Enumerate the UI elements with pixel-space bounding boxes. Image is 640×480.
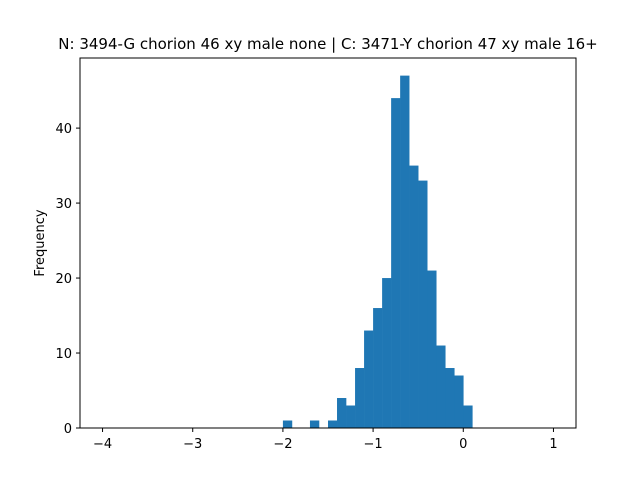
y-axis-label: Frequency: [33, 209, 48, 276]
histogram-bar: [355, 368, 365, 428]
histogram-bar: [337, 398, 347, 428]
histogram-bar: [328, 420, 338, 428]
plot-frame: [79, 57, 577, 429]
histogram-bar: [409, 165, 419, 428]
histogram-bars: [282, 75, 473, 428]
histogram-bar: [454, 375, 464, 428]
histogram-bar: [418, 180, 428, 428]
x-tick-label: −4: [93, 437, 112, 452]
histogram-bar: [346, 405, 356, 428]
y-tick-label: 0: [64, 422, 72, 437]
y-tick-label: 20: [55, 272, 72, 287]
histogram-bar: [391, 98, 401, 428]
x-tick-label: 0: [459, 437, 467, 452]
x-tick-label: −3: [183, 437, 202, 452]
histogram-bar: [382, 278, 392, 428]
chart-title: N: 3494-G chorion 46 xy male none | C: 3…: [58, 35, 597, 53]
histogram-bar: [373, 308, 383, 428]
histogram-bar: [282, 420, 293, 428]
histogram-bar: [364, 330, 374, 428]
x-axis-ticks: −4 −3 −2 −1 0 1: [93, 428, 558, 452]
histogram-bar: [463, 405, 473, 428]
histogram-bar: [445, 368, 455, 428]
histogram-bar: [436, 345, 446, 428]
y-tick-label: 30: [55, 197, 72, 212]
x-tick-label: −1: [364, 437, 383, 452]
histogram-bar: [400, 75, 410, 428]
y-axis-ticks: 0 10 20 30 40: [55, 122, 80, 437]
y-tick-label: 40: [55, 122, 72, 137]
x-tick-label: −2: [273, 437, 292, 452]
x-tick-label: 1: [549, 437, 557, 452]
histogram-bar: [309, 420, 320, 428]
y-tick-label: 10: [55, 347, 72, 362]
histogram-bar: [427, 270, 437, 428]
